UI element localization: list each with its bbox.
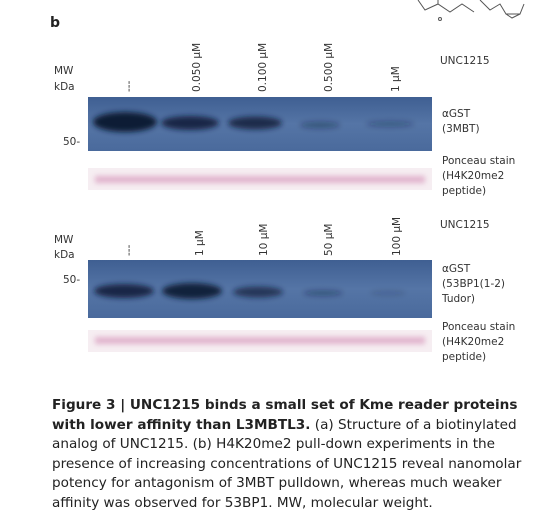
chemical-structure [417,0,525,21]
mw-marker: 50- [63,136,80,148]
blot-label: αGST [442,263,471,275]
stain-label: (H4K20me2 [442,336,504,348]
lane-label: --- [123,244,135,256]
stain-label: peptide) [442,185,486,197]
blot-label: (3MBT) [442,123,480,135]
lane-label: 0.100 µM [257,43,269,92]
blot-label: Tudor) [441,293,475,305]
lane-label: 10 µM [258,224,270,256]
caption-text: (a) Structure of a biotinylated analog o… [52,416,522,511]
stain-label: peptide) [442,351,486,363]
lane-label: 1 µM [194,230,206,256]
caption-title: Figure 3 | UNC1215 binds a small set of … [52,397,518,433]
mw-label: MW [54,65,74,77]
ponceau-band [95,337,425,344]
blot-label: αGST [442,108,471,120]
mw-label: MW [54,234,74,246]
stain-label: Ponceau stain [442,321,515,333]
unit-label: kDa [54,249,75,261]
lane-label: 100 µM [391,217,403,256]
stain-label: (H4K20me2 [442,170,504,182]
blot-label: (53BP1(1-2) [442,278,505,290]
compound-label: UNC1215 [440,219,490,231]
bands [94,283,406,299]
lane-label: 1 µM [390,66,402,92]
lane-label: 0.500 µM [323,43,335,92]
lane-label: --- [123,80,135,92]
bands [93,112,414,132]
ponceau-band [95,176,425,183]
compound-label: UNC1215 [440,55,490,67]
panel-label: b [50,15,60,31]
mw-marker: 50- [63,274,80,286]
lane-label: 0.050 µM [191,43,203,92]
lane-label: 50 µM [323,224,335,256]
figure-caption: Figure 3 | UNC1215 binds a small set of … [52,396,530,513]
unit-label: kDa [54,81,75,93]
stain-label: Ponceau stain [442,155,515,167]
